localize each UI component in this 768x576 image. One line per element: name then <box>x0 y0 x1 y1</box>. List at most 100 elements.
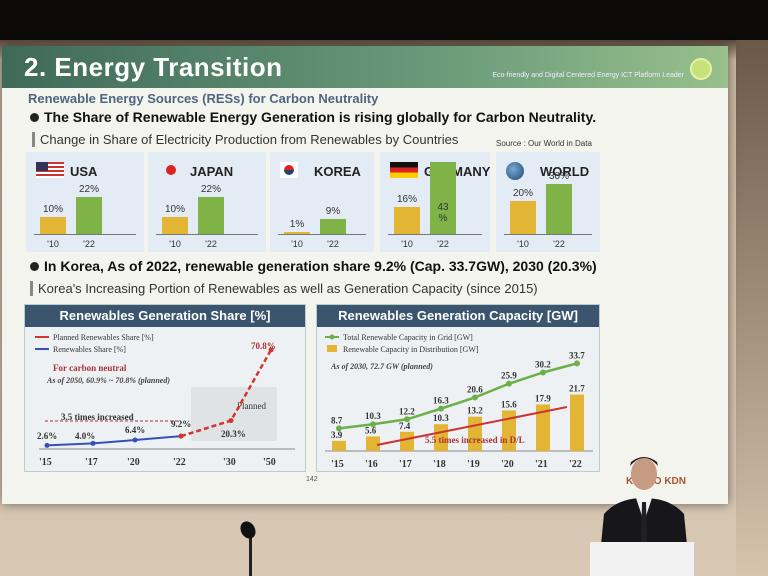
bar-value-label: 15.6 <box>501 399 517 409</box>
point-actual <box>90 440 96 446</box>
page-number: 142 <box>306 476 318 483</box>
bar-2010 <box>162 217 188 234</box>
slide-banner: 2. Energy Transition Eco-friendly and Di… <box>2 46 728 88</box>
wall-panel <box>736 40 768 576</box>
bar-value-label: 3.9 <box>331 430 343 440</box>
x-tick-label: '15 <box>39 457 52 468</box>
value-2010: 20% <box>512 187 533 199</box>
annotation-carbon: For carbon neutral <box>53 363 127 373</box>
point-actual <box>44 442 50 448</box>
value-2022: 22% <box>200 184 221 196</box>
point-total <box>336 425 342 432</box>
value-2022: 43 % <box>437 202 449 224</box>
line-value-label: 8.7 <box>331 415 343 425</box>
data-label: 6.4% <box>125 425 145 435</box>
bar-value-label: 21.7 <box>569 384 585 394</box>
axis-line <box>156 234 258 235</box>
x-tick-label: '20 <box>501 459 514 470</box>
capacity-chart-title: Renewables Generation Capacity [GW] <box>317 305 599 327</box>
year-label-2010: '10 <box>47 239 59 249</box>
increase-arrow <box>376 406 568 446</box>
series-actual-line <box>46 435 182 447</box>
line-value-label: 20.6 <box>467 384 483 394</box>
line-value-label: 25.9 <box>501 371 517 381</box>
year-label-2010: '10 <box>401 239 413 249</box>
bar-value-label: 17.9 <box>535 393 551 403</box>
korea-flag-icon <box>280 162 298 178</box>
point-total <box>404 416 410 423</box>
bar-distribution <box>366 436 380 451</box>
projection-screen: 2. Energy Transition Eco-friendly and Di… <box>2 46 728 504</box>
legend-total-marker <box>329 334 335 340</box>
bar-distribution <box>502 410 516 451</box>
bullet-korea-text: In Korea, As of 2022, renewable generati… <box>44 258 597 274</box>
x-tick-label: '18 <box>433 459 446 470</box>
section-label-countries: Change in Share of Electricity Productio… <box>32 132 458 147</box>
country-card-korea: KOREA 1% 9% '10 '22 <box>270 152 374 252</box>
x-tick-label: '17 <box>399 459 412 470</box>
japan-flag-icon <box>164 162 178 178</box>
bullet-global-text: The Share of Renewable Energy Generation… <box>44 109 597 125</box>
bar-distribution <box>536 404 550 451</box>
year-label-2022: '22 <box>205 239 217 249</box>
point-total <box>506 380 512 387</box>
globe-icon <box>506 162 524 180</box>
bar-2010 <box>40 217 66 234</box>
year-label-2022: '22 <box>83 239 95 249</box>
value-2022: 22% <box>78 184 99 196</box>
axis-line <box>34 234 136 235</box>
bar-2010 <box>510 200 536 234</box>
bullet-icon <box>30 262 39 271</box>
line-value-label: 16.3 <box>433 396 449 406</box>
source-note: Source : Our World in Data <box>496 139 592 148</box>
value-2010: 16% <box>396 194 417 206</box>
point-planned <box>228 418 234 424</box>
microphone <box>240 521 256 576</box>
country-name: USA <box>70 164 98 179</box>
bar-2010 <box>284 232 310 234</box>
value-2010: 10% <box>164 204 185 216</box>
germany-flag-icon <box>390 162 418 178</box>
bullet-icon <box>30 113 39 122</box>
bar-distribution <box>468 416 482 451</box>
country-card-usa: USA 10% 22% '10 '22 <box>26 152 144 252</box>
bar-distribution <box>570 394 584 451</box>
usa-flag-icon <box>36 162 64 178</box>
legend-total-label: Total Renewable Capacity in Grid [GW] <box>343 333 473 342</box>
bar-value-label: 7.4 <box>399 421 411 431</box>
bar-distribution <box>332 440 346 451</box>
bar-2022 <box>76 197 102 234</box>
year-label-2010: '10 <box>517 239 529 249</box>
annotation-increase: 3.5 times increased <box>61 412 134 422</box>
bar-value-label: 5.6 <box>365 425 377 435</box>
data-label: 9.2% <box>171 419 191 429</box>
annotation-2050: As of 2050, 60.9% ~ 70.8% (planned) <box>46 376 170 385</box>
x-tick-label: '15 <box>331 459 344 470</box>
axis-line <box>504 234 592 235</box>
line-value-label: 10.3 <box>365 411 381 421</box>
bar-2022 <box>198 197 224 234</box>
value-2010: 10% <box>42 204 63 216</box>
point-planned <box>178 433 184 439</box>
annotation-increase: 5.5 times increased in D/L <box>425 435 525 445</box>
line-value-label: 30.2 <box>535 359 551 369</box>
data-label: 2.6% <box>37 431 57 441</box>
country-card-world: WORLD 20% 30% '10 '22 <box>496 152 600 252</box>
bar-distribution <box>400 431 414 451</box>
data-label: 4.0% <box>75 431 95 441</box>
capacity-chart: Total Renewable Capacity in Grid [GW] Ren… <box>325 333 593 470</box>
data-label: 20.3% <box>221 429 246 439</box>
x-tick-label: '22 <box>569 459 582 470</box>
legend-distribution-label: Renewable Capacity in Distribution [GW] <box>343 345 479 354</box>
bar-2022 <box>430 162 456 234</box>
point-total <box>370 421 376 428</box>
bar-2022 <box>320 219 346 234</box>
axis-line <box>388 234 482 235</box>
x-tick-label: '19 <box>467 459 480 470</box>
line-value-label: 33.7 <box>569 350 585 360</box>
point-total <box>540 369 546 376</box>
share-chart-panel: Renewables Generation Share [%] Planned … <box>24 304 306 472</box>
legend-planned-label: Planned Renewables Share [%] <box>53 333 154 342</box>
country-name: JAPAN <box>190 164 234 179</box>
point-actual <box>132 437 138 443</box>
